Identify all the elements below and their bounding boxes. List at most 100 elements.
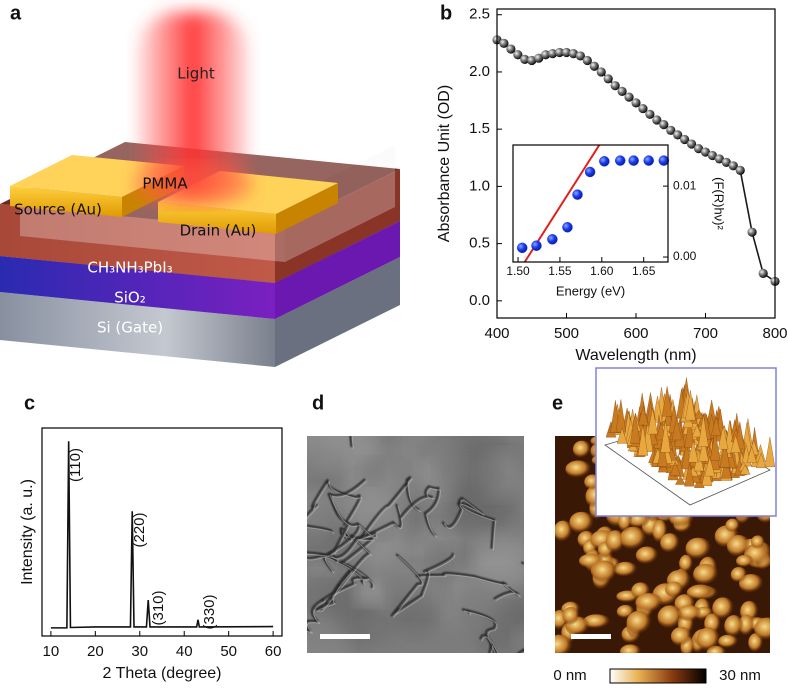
afm-grain (665, 581, 684, 598)
sem-shade (338, 465, 408, 535)
panel-label: e (552, 392, 563, 414)
grain-boundary (399, 485, 440, 537)
afm-peak (652, 396, 663, 423)
afm-grain (670, 626, 693, 647)
afm-grain (686, 585, 714, 600)
sem-shade (355, 583, 379, 608)
x-tick-label: 500 (554, 325, 579, 342)
grain-edge (317, 536, 373, 612)
device-label: SiO₂ (114, 289, 146, 307)
data-point (643, 155, 654, 166)
colorbar-max: 30 nm (719, 667, 761, 684)
grain-edge (307, 480, 368, 564)
grain-edge (401, 487, 441, 539)
afm-peak (704, 456, 715, 477)
data-point (631, 98, 641, 108)
panel-label: d (312, 392, 324, 414)
scale-bar (571, 634, 611, 639)
y-axis-label: (F(R)hν)² (712, 177, 727, 230)
plot-frame (496, 8, 776, 319)
data-point (575, 51, 586, 61)
data-point (534, 53, 544, 63)
layer-front (0, 204, 275, 283)
data-point (499, 38, 509, 48)
afm-peak (739, 464, 751, 475)
afm-grain (620, 526, 647, 550)
afm-peak (730, 434, 741, 453)
data-point (562, 222, 573, 233)
afm-peak (685, 390, 696, 421)
afm-peak (719, 441, 731, 468)
x-tick-label: 40 (176, 643, 193, 660)
device-label: PMMA (142, 175, 188, 193)
x-tick-label: 10 (43, 643, 60, 660)
layer-side (275, 169, 400, 283)
sem-shade (325, 436, 376, 462)
sem-image (307, 436, 524, 653)
data-point (659, 119, 669, 130)
y-tick-label: 2.0 (469, 63, 490, 80)
data-point (582, 55, 592, 66)
layer-side (285, 145, 395, 262)
data-point (735, 165, 745, 175)
afm-peak (671, 417, 683, 441)
device-label: Si (Gate) (97, 319, 163, 337)
data-point (614, 155, 626, 166)
afm-grain (583, 614, 611, 629)
y-axis-label: Intensity (a. u.) (19, 479, 36, 585)
grain-edge (361, 478, 422, 541)
afm-peak (669, 460, 681, 476)
device-label: Drain (Au) (180, 222, 257, 240)
y-tick-label: 0.0 (469, 292, 490, 309)
panel-label: b (440, 2, 452, 24)
sem-shade (307, 614, 351, 653)
afm-peak (684, 419, 695, 448)
x-tick-label: 30 (131, 643, 148, 660)
data-point (568, 49, 579, 59)
data-point (658, 155, 670, 166)
afm-peak (688, 440, 699, 463)
afm-peak (661, 386, 673, 417)
afm-grain (718, 634, 739, 649)
y-tick-label: 0.5 (469, 235, 490, 252)
data-point (596, 67, 606, 77)
afm-grain (555, 634, 573, 653)
layer-side (276, 183, 338, 234)
data-point (693, 144, 704, 154)
afm-peak (660, 420, 671, 453)
layer-side (275, 221, 400, 319)
afm-peak (616, 427, 628, 444)
grain-edge (443, 499, 497, 551)
x-tick-label: 60 (265, 643, 282, 660)
chart: 400 500 600 700 800 0.0 0.5 1.0 1.5 2.0 2.5 Wavelen… (436, 6, 787, 365)
afm-peak (684, 463, 695, 487)
grain-boundary (461, 608, 498, 653)
afm-peak (681, 443, 692, 470)
afm-peak (657, 440, 668, 467)
data-point (527, 55, 537, 66)
layer-front (158, 202, 276, 234)
peak-label: (330) (201, 594, 218, 629)
data-point (561, 47, 572, 58)
x-axis-label: Wavelength (nm) (575, 347, 696, 364)
x-tick-label: 1.55 (548, 264, 572, 278)
grain-edge (393, 554, 456, 618)
afm-grain (562, 606, 580, 626)
afm-grain (635, 546, 659, 565)
grain-edge (307, 480, 363, 535)
data-point (603, 74, 613, 84)
afm-grain (660, 533, 680, 553)
chart: 1.50 1.55 1.60 1.65 0.00 0.01 Energy (eV) (F(R)… (506, 144, 727, 298)
x-tick-label: 400 (484, 325, 509, 342)
layer-front (0, 256, 275, 319)
data-point (687, 139, 697, 149)
afm-peak (637, 423, 649, 456)
plot-frame (41, 427, 283, 637)
grain-boundary (327, 492, 377, 558)
afm-peak (630, 413, 641, 444)
afm-grain (555, 520, 573, 543)
layer-front (10, 186, 122, 217)
afm-grain (750, 535, 766, 550)
data-point (541, 50, 551, 60)
